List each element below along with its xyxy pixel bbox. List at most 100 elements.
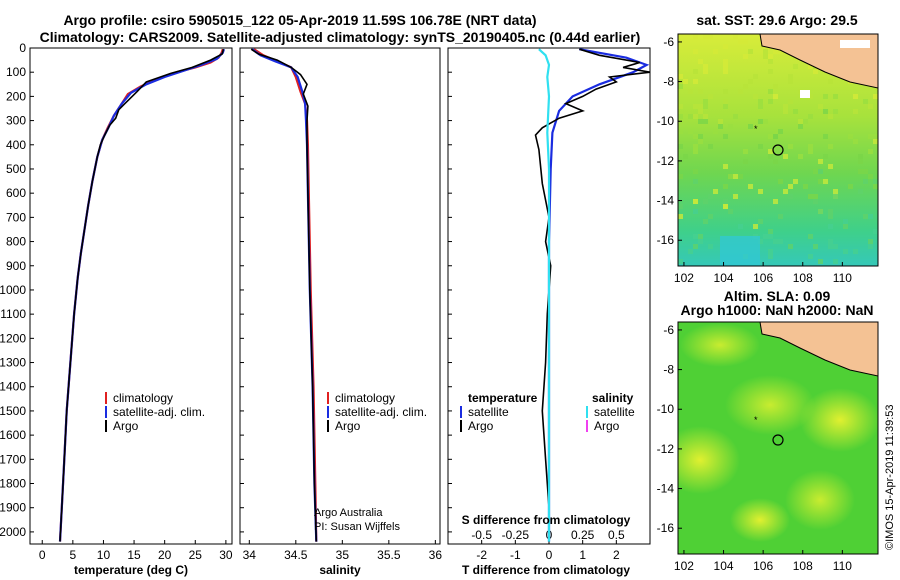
sst-pixel — [683, 154, 688, 159]
sst-pixel — [763, 234, 768, 239]
figure-title-line1: Argo profile: csiro 5905015_122 05-Apr-2… — [63, 12, 536, 28]
sst-pixel — [848, 134, 853, 139]
sla-blob — [800, 388, 878, 452]
legend-argo-label: Argo — [335, 419, 361, 433]
sst-pixel — [763, 54, 768, 59]
x-tick-label: 0 — [546, 548, 553, 562]
x-tick-label: 10 — [97, 548, 111, 562]
sst-pixel — [703, 64, 708, 69]
x-tick-label: 0 — [39, 548, 46, 562]
sla-blob — [725, 375, 815, 435]
x-tick-label: 30 — [219, 548, 233, 562]
depth-tick-label: 1900 — [0, 501, 26, 515]
sst-pixel — [758, 239, 763, 244]
sst-pixel — [698, 89, 703, 94]
sst-pixel — [703, 34, 708, 39]
sst-pixel — [843, 219, 848, 224]
sst-pixel — [828, 244, 833, 249]
sst-pixel — [773, 199, 778, 204]
sst-pixel — [873, 179, 878, 184]
salinity-series — [250, 48, 318, 542]
depth-tick-label: 1400 — [0, 380, 26, 394]
sst-pixel — [783, 104, 788, 109]
map-y-tick-label: -10 — [657, 114, 675, 128]
series-line-satellite-adj-clim- — [58, 48, 226, 542]
sst-pixel — [728, 174, 733, 179]
sst-pixel — [720, 236, 760, 266]
sst-pixel — [698, 139, 703, 144]
map-axes-ticks: 102 104 106 108 110 -6 -8 -10 -12 -14 -16 102 104 106… — [657, 35, 853, 573]
sst-pixel — [678, 144, 683, 149]
sst-pixel — [723, 104, 728, 109]
sst-pixel — [773, 129, 778, 134]
sst-pixel — [743, 84, 748, 89]
sst-pixel — [733, 174, 738, 179]
sst-pixel — [768, 54, 773, 59]
sst-pixel — [858, 169, 863, 174]
sst-pixel — [718, 119, 723, 124]
sst-pixel — [813, 199, 818, 204]
legend-sat-label: satellite-adj. clim. — [335, 405, 427, 419]
sst-pixel — [828, 224, 833, 229]
map-y-tick-label: -12 — [657, 154, 675, 168]
map-x-tick-label: 106 — [753, 559, 773, 573]
sst-pixel — [808, 194, 813, 199]
sst-pixel — [768, 149, 773, 154]
sst-pixel — [828, 209, 833, 214]
sst-pixel — [743, 39, 748, 44]
sst-pixel — [873, 229, 878, 234]
cloud-mask — [800, 90, 810, 98]
sst-pixel — [768, 99, 773, 104]
sst-pixel — [758, 119, 763, 124]
sst-pixel — [823, 179, 828, 184]
sst-pixel — [768, 234, 773, 239]
depth-tick-label: 900 — [6, 259, 26, 273]
sst-pixel — [743, 149, 748, 154]
sst-pixel — [793, 109, 798, 114]
depth-tick-label: 1600 — [0, 428, 26, 442]
sst-pixel — [738, 224, 743, 229]
map-y-tick-label: -14 — [657, 482, 675, 496]
sst-pixel — [738, 174, 743, 179]
top-x-tick-label: 0.5 — [608, 528, 625, 542]
sst-pixel — [863, 214, 868, 219]
sst-pixel — [733, 114, 738, 119]
sst-pixel — [808, 64, 813, 69]
sst-pixel — [788, 79, 793, 84]
figure-title-line2: Climatology: CARS2009. Satellite-adjuste… — [40, 29, 641, 45]
sst-pixel — [783, 189, 788, 194]
sst-pixel — [873, 134, 878, 139]
sst-pixel — [873, 184, 878, 189]
depth-tick-label: 1700 — [0, 452, 26, 466]
map-x-tick-label: 110 — [833, 559, 852, 573]
sst-pixel — [778, 179, 783, 184]
legend-clim-label: climatology — [335, 391, 395, 405]
map-y-tick-label: -14 — [657, 194, 675, 208]
sst-pixel — [813, 194, 818, 199]
sst-pixel — [753, 94, 758, 99]
sst-pixel — [713, 189, 718, 194]
map-x-tick-label: 104 — [714, 271, 734, 285]
sst-pixel — [693, 234, 698, 239]
sst-pixel — [803, 119, 808, 124]
sst-pixel — [758, 219, 763, 224]
depth-tick-label: 0 — [19, 41, 26, 55]
sst-pixel — [863, 169, 868, 174]
sst-pixel — [688, 89, 693, 94]
series-line-climatology — [58, 48, 224, 542]
map-x-tick-label: 104 — [714, 559, 734, 573]
x-tick-label: 35.5 — [377, 548, 401, 562]
sst-pixel — [693, 179, 698, 184]
sst-pixel — [703, 99, 708, 104]
sst-pixel — [768, 249, 773, 254]
series-line-argo — [534, 48, 651, 542]
island-marker: * — [754, 415, 758, 425]
sst-pixel — [728, 209, 733, 214]
sst-pixel — [693, 49, 698, 54]
sst-pixel — [768, 134, 773, 139]
sst-pixel — [833, 94, 838, 99]
sst-pixel — [723, 134, 728, 139]
depth-tick-label: 1500 — [0, 404, 26, 418]
sst-pixel — [703, 69, 708, 74]
sst-pixel — [678, 74, 683, 79]
